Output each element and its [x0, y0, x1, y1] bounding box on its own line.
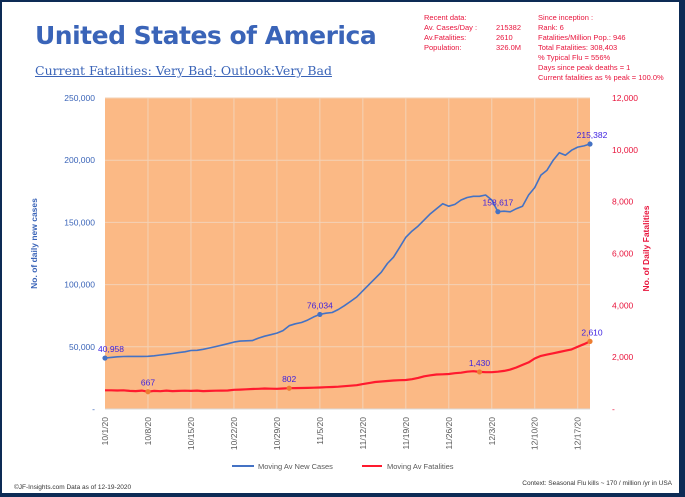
inception-heading: Since inception :: [538, 13, 594, 22]
data-label: 667: [141, 378, 155, 388]
inception-days-since-peak: Days since peak deaths = 1: [538, 63, 631, 72]
data-point-cases: [587, 141, 593, 147]
inception-current-pct-peak: Current fatalities as % peak = 100.0%: [538, 73, 664, 82]
data-label: 76,034: [307, 300, 333, 310]
inception-rank: Rank: 6: [538, 23, 564, 32]
data-label: 158,617: [483, 198, 514, 208]
x-tick-label: 12/10/20: [530, 417, 540, 450]
x-tick-label: 10/15/20: [186, 417, 196, 450]
recent-value-fatalities: 2610: [496, 33, 513, 42]
x-tick-label: 11/26/20: [444, 417, 454, 450]
x-tick-label: 11/19/20: [401, 417, 411, 450]
recent-value-cases: 215382: [496, 23, 522, 32]
page-title: United States of America: [35, 21, 377, 50]
recent-heading: Recent data:: [424, 13, 467, 22]
recent-label-population: Population:: [424, 43, 462, 52]
inception-stats: Since inception : Rank: 6 Fatalities/Mil…: [538, 13, 664, 83]
data-label: 1,430: [469, 358, 491, 368]
series-line-fatalities: [105, 340, 591, 393]
data-point-fatalities: [286, 385, 292, 391]
y-tick-left: 100,000: [64, 280, 95, 290]
series-line-cases: [104, 143, 591, 359]
y-axis-title-left: No. of daily new cases: [29, 198, 39, 289]
data-point-fatalities: [476, 369, 483, 375]
recent-label-fatalities: Av.Fatalities:: [424, 33, 467, 42]
y-tick-left: 200,000: [64, 155, 95, 165]
data-point-cases: [495, 209, 501, 215]
recent-data-labels: Recent data: Av. Cases/Day : Av.Fataliti…: [424, 13, 477, 53]
y-tick-left: 50,000: [69, 342, 95, 352]
x-tick-label: 12/3/20: [487, 417, 497, 446]
recent-data-values: 215382 2610 326.0M: [496, 23, 521, 53]
x-tick-label: 12/17/20: [573, 417, 583, 450]
recent-value-population: 326.0M: [496, 43, 522, 52]
data-point-fatalities: [587, 338, 593, 344]
y-tick-right: 4,000: [612, 300, 634, 310]
plot-area: [105, 98, 590, 409]
data-label: 802: [282, 374, 296, 384]
data-point-cases: [317, 311, 323, 318]
footer-copyright: ©JF-Insights.com Data as of 12-19-2020: [14, 484, 132, 491]
x-tick-label: 10/1/20: [100, 417, 110, 446]
legend-label-fatalities: Moving Av Fatalities: [387, 462, 454, 471]
inception-total-fatalities: Total Fatalities: 308,403: [538, 43, 618, 52]
data-label: 215,382: [577, 130, 608, 140]
recent-label-cases: Av. Cases/Day :: [424, 23, 478, 32]
y-tick-right: 8,000: [612, 197, 634, 207]
x-tick-label: 11/12/20: [358, 417, 368, 450]
y-tick-left: 250,000: [64, 93, 95, 103]
y-axis-title-right: No. of Daily Fatalities: [641, 205, 651, 291]
data-point-cases: [102, 355, 108, 361]
data-point-fatalities: [145, 389, 151, 395]
y-tick-right: -: [612, 404, 615, 414]
y-tick-right: 6,000: [612, 249, 634, 259]
footer-context: Context: Seasonal Flu kills ~ 170 / mill…: [522, 480, 672, 487]
x-tick-label: 10/22/20: [229, 417, 239, 450]
y-tick-left: -: [92, 404, 95, 414]
data-label: 2,610: [581, 327, 603, 337]
y-tick-left: 150,000: [64, 217, 95, 227]
status-subtitle: Current Fatalities: Very Bad; Outlook:Ve…: [35, 63, 332, 78]
x-tick-label: 10/29/20: [272, 417, 282, 450]
y-tick-right: 10,000: [612, 145, 638, 155]
inception-fatalities-per-million: Fatalities/Million Pop.: 946: [538, 33, 626, 42]
x-tick-label: 10/8/20: [143, 417, 153, 446]
y-tick-right: 2,000: [612, 352, 634, 362]
y-tick-right: 12,000: [612, 93, 638, 103]
inception-typical-flu: % Typical Flu = 556%: [538, 53, 611, 62]
legend-label-cases: Moving Av New Cases: [258, 462, 333, 471]
x-tick-label: 11/5/20: [315, 417, 325, 445]
data-label: 40,958: [98, 344, 124, 354]
